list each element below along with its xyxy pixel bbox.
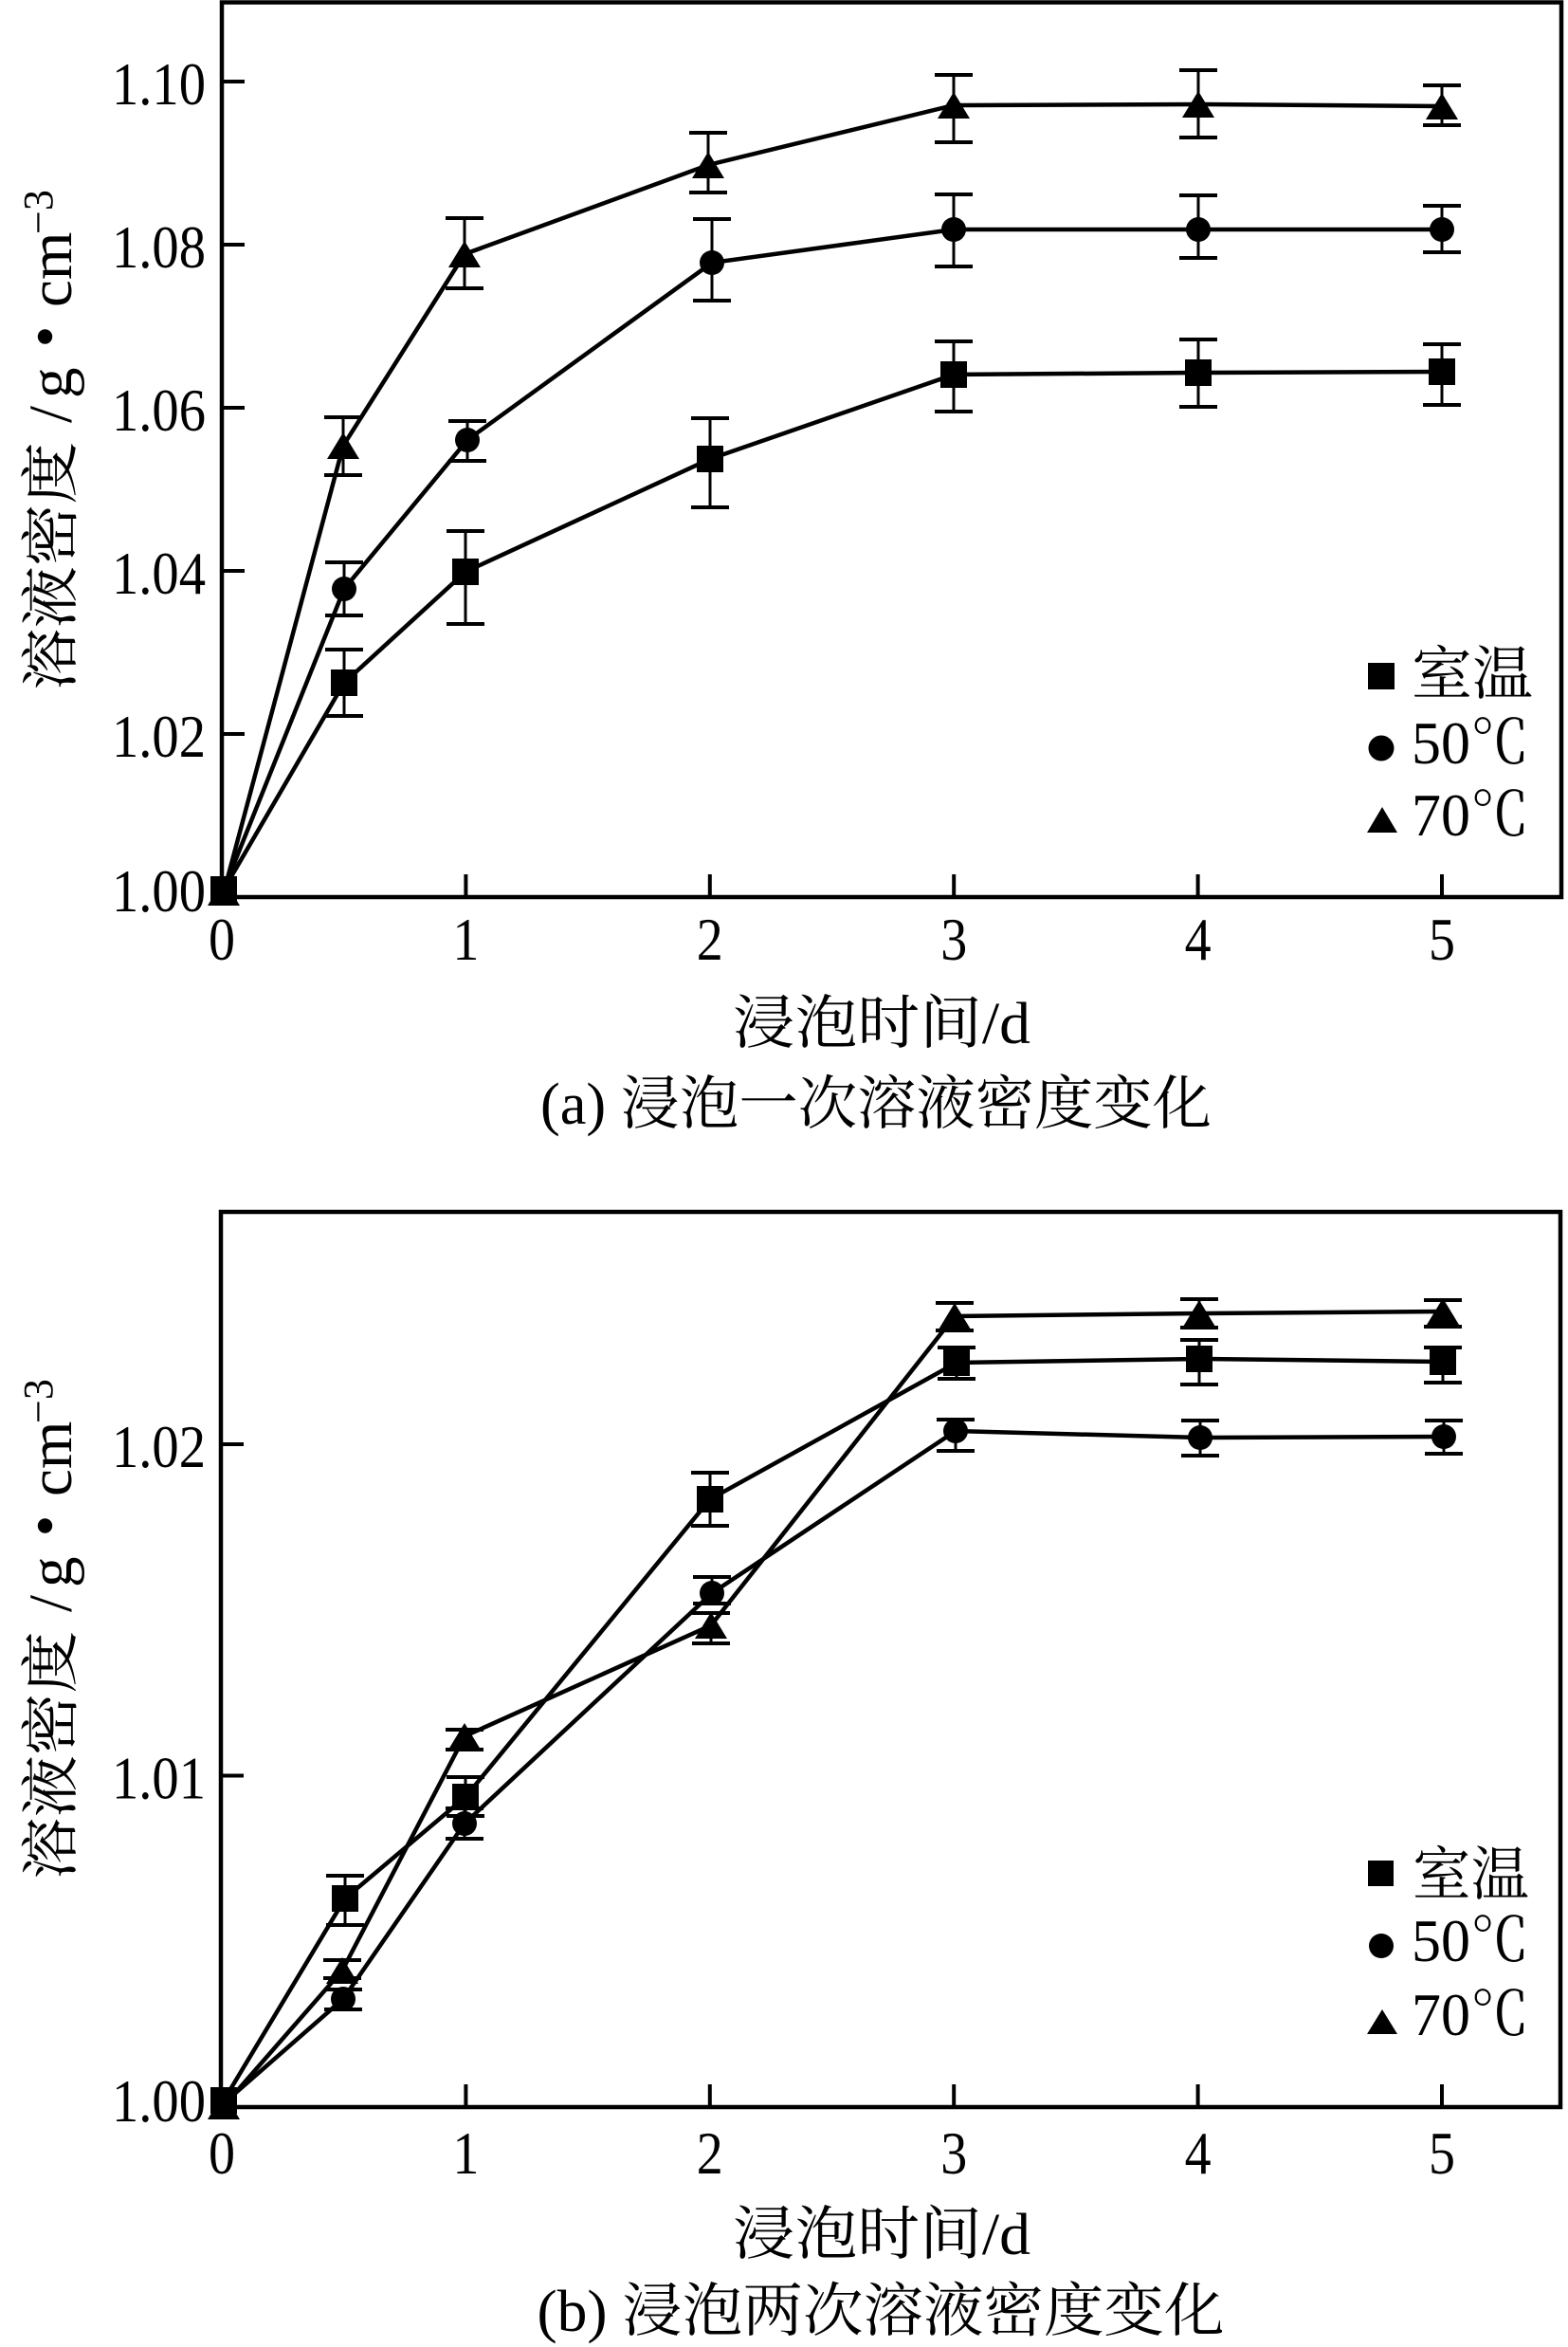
- svg-text:1.00: 1.00: [112, 857, 206, 925]
- svg-text:1.04: 1.04: [112, 540, 206, 607]
- svg-text:(a) 浸泡一次溶液密度变化: (a) 浸泡一次溶液密度变化: [540, 1056, 1212, 1141]
- svg-text:浸泡时间/d: 浸泡时间/d: [733, 976, 1030, 1060]
- svg-text:1.02: 1.02: [112, 1413, 206, 1480]
- svg-text:70℃: 70℃: [1412, 1966, 1529, 2053]
- svg-text:70℃: 70℃: [1412, 766, 1529, 853]
- svg-text:(b) 浸泡两次溶液密度变化: (b) 浸泡两次溶液密度变化: [538, 2264, 1225, 2347]
- svg-text:1.06: 1.06: [112, 376, 206, 444]
- svg-text:1.02: 1.02: [112, 703, 206, 770]
- svg-text:室温: 室温: [1412, 627, 1533, 711]
- svg-text:1: 1: [452, 2119, 479, 2187]
- svg-text:浸泡时间/d: 浸泡时间/d: [733, 2187, 1030, 2271]
- svg-text:2: 2: [697, 906, 723, 973]
- svg-text:溶液密度/gcm−3: 溶液密度/gcm−3: [4, 190, 88, 690]
- svg-text:1.10: 1.10: [112, 50, 206, 118]
- svg-text:溶液密度/gcm−3: 溶液密度/gcm−3: [4, 1379, 88, 1879]
- svg-text:5: 5: [1429, 2119, 1455, 2187]
- svg-text:2: 2: [697, 2119, 723, 2187]
- svg-text:0: 0: [209, 2119, 235, 2187]
- svg-text:1.08: 1.08: [112, 213, 206, 281]
- svg-text:室温: 室温: [1413, 1827, 1529, 1912]
- svg-text:4: 4: [1185, 2119, 1212, 2187]
- svg-text:50℃: 50℃: [1412, 694, 1529, 781]
- svg-text:5: 5: [1429, 906, 1455, 973]
- svg-text:1.01: 1.01: [112, 1745, 206, 1812]
- svg-text:3: 3: [940, 2119, 967, 2187]
- svg-text:3: 3: [940, 906, 967, 973]
- svg-text:4: 4: [1185, 906, 1212, 973]
- svg-text:1.00: 1.00: [112, 2067, 206, 2135]
- svg-text:0: 0: [209, 906, 235, 973]
- svg-text:50℃: 50℃: [1412, 1892, 1529, 1979]
- svg-text:1: 1: [452, 906, 479, 973]
